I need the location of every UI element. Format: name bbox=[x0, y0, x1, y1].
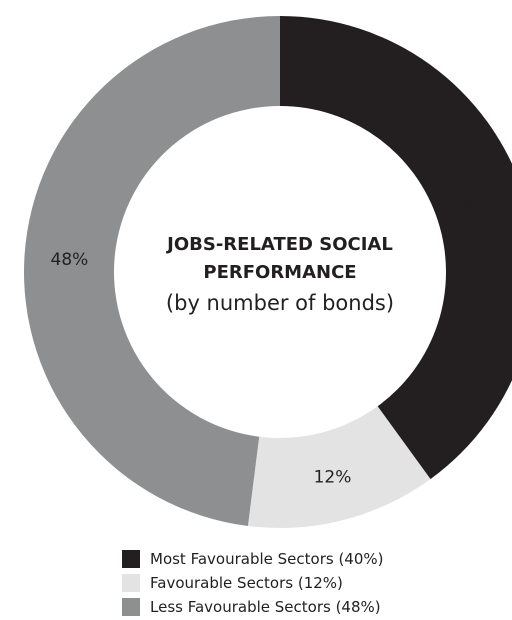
legend-swatch bbox=[122, 574, 140, 592]
legend-item-favourable: Favourable Sectors (12%) bbox=[122, 571, 482, 595]
donut-slices bbox=[23, 16, 512, 528]
chart-title-line-1: JOBS-RELATED SOCIAL bbox=[165, 234, 393, 255]
slice-value-label: 40% bbox=[462, 198, 500, 218]
chart-title-line-2: PERFORMANCE bbox=[203, 262, 356, 283]
donut-slice-12pct bbox=[247, 406, 431, 528]
legend-item-less-favourable: Less Favourable Sectors (48%) bbox=[122, 595, 482, 619]
slice-value-label: 12% bbox=[314, 467, 352, 487]
legend-swatch bbox=[122, 550, 140, 568]
donut-chart: 40% 12% 48% JOBS-RELATED SOCIAL PERFORMANC… bbox=[23, 16, 512, 528]
legend-swatch bbox=[122, 598, 140, 616]
legend-label: Less Favourable Sectors (48%) bbox=[150, 598, 381, 616]
donut-slice-48pct bbox=[23, 16, 281, 526]
chart-subtitle: (by number of bonds) bbox=[166, 291, 394, 315]
donut-slice-40pct bbox=[280, 16, 512, 480]
legend-label: Most Favourable Sectors (40%) bbox=[150, 550, 384, 568]
slice-value-label: 48% bbox=[51, 250, 89, 270]
legend-item-most-favourable: Most Favourable Sectors (40%) bbox=[122, 547, 482, 571]
chart-legend: Most Favourable Sectors (40%) Favourable… bbox=[122, 547, 482, 619]
donut-slice-labels: 40% 12% 48% bbox=[51, 198, 500, 488]
legend-label: Favourable Sectors (12%) bbox=[150, 574, 343, 592]
